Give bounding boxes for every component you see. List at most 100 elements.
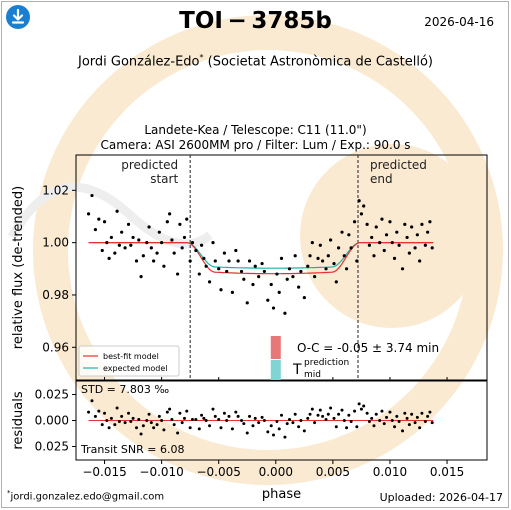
flux-point	[372, 254, 376, 258]
residual-point	[349, 420, 353, 424]
residual-point	[397, 420, 401, 424]
residual-point	[299, 419, 303, 422]
flux-point	[139, 275, 143, 279]
flux-point	[145, 241, 149, 245]
residual-point	[428, 410, 432, 414]
flux-point	[413, 246, 417, 250]
flux-point	[313, 275, 317, 279]
download-button[interactable]	[6, 5, 30, 29]
residual-point	[131, 416, 135, 420]
residual-point	[242, 422, 246, 426]
residual-point	[313, 421, 317, 425]
residual-point	[139, 432, 143, 436]
flux-point	[182, 235, 187, 240]
flux-point	[236, 259, 240, 263]
y-axis-label: relative flux (de-trended)	[11, 186, 26, 349]
flux-point	[326, 254, 330, 258]
flux-point	[266, 298, 270, 302]
flux-point	[137, 238, 141, 242]
flux-point	[318, 243, 322, 247]
residual-point	[367, 420, 371, 424]
residual-point	[342, 419, 346, 422]
residual-point	[410, 412, 414, 416]
predicted-label: predicted	[370, 158, 427, 172]
contact-email: jordi.gonzalez.edo@gmail.com	[10, 491, 165, 503]
flux-point	[332, 261, 336, 266]
residual-point	[103, 411, 107, 415]
residual-point	[277, 427, 281, 431]
flux-point	[178, 222, 182, 226]
residual-point	[107, 426, 111, 430]
flux-point	[370, 235, 374, 240]
residual-point	[234, 410, 238, 414]
flux-point	[219, 288, 223, 292]
residual-point	[283, 435, 287, 439]
residual-point	[426, 414, 430, 418]
flux-point	[204, 264, 208, 268]
x-tick-label: −0.010	[139, 465, 183, 479]
flux-point	[349, 246, 353, 250]
residual-point	[418, 426, 422, 430]
residual-point	[334, 425, 338, 429]
residual-point	[129, 420, 133, 424]
flux-point	[126, 222, 131, 226]
flux-point	[308, 254, 312, 258]
flux-point	[172, 251, 176, 255]
residual-point	[245, 431, 249, 435]
flux-point	[129, 243, 133, 247]
flux-point	[102, 220, 107, 224]
residual-point	[326, 412, 330, 416]
flux-point	[262, 269, 266, 274]
residual-point	[308, 412, 312, 416]
flux-point	[359, 212, 364, 216]
best-fit-model-line	[88, 242, 434, 275]
residual-point	[145, 419, 149, 422]
flux-point	[324, 267, 328, 271]
flux-point	[242, 277, 246, 281]
residual-point	[262, 419, 266, 422]
flux-point	[352, 220, 357, 224]
residual-point	[340, 408, 344, 412]
flux-point	[275, 272, 279, 276]
flux-point	[269, 282, 273, 287]
flux-point	[340, 230, 344, 234]
residual-point	[149, 421, 153, 425]
residual-point	[227, 414, 231, 418]
predicted-label: end	[370, 172, 393, 186]
flux-point	[123, 246, 127, 250]
oc-value: O-C = -0.05 ± 3.74 min	[297, 341, 439, 355]
residual-point	[329, 406, 333, 410]
download-icon	[11, 8, 25, 24]
residual-point	[306, 416, 310, 420]
flux-point	[260, 261, 264, 266]
tmid-superscript: prediction	[304, 358, 349, 368]
y-tick-label: 1.00	[42, 236, 69, 250]
flux-point	[97, 217, 101, 221]
residual-point	[291, 421, 295, 425]
residual-point	[302, 429, 306, 433]
residual-axis-label: residuals	[11, 391, 26, 450]
residual-point	[182, 416, 186, 420]
residual-point	[93, 414, 97, 418]
residual-point	[380, 409, 384, 413]
residual-point	[152, 426, 156, 430]
residual-point	[208, 424, 212, 428]
residual-point	[260, 415, 264, 419]
residual-point	[362, 404, 366, 408]
flux-point	[147, 225, 151, 229]
flux-point	[357, 199, 361, 203]
residual-point	[253, 416, 257, 420]
std-text: STD = 7.803 ‰	[81, 383, 169, 396]
flux-point	[374, 225, 378, 229]
residual-point	[407, 423, 411, 427]
page-title: TOI − 3785b	[179, 8, 332, 34]
y-tick-label: 1.02	[42, 183, 69, 197]
flux-point	[287, 267, 292, 271]
residual-point	[318, 408, 322, 412]
residual-point	[324, 417, 328, 421]
flux-point	[176, 272, 180, 276]
flux-point	[293, 254, 297, 258]
residual-point	[347, 413, 351, 417]
residual-point	[185, 409, 189, 413]
